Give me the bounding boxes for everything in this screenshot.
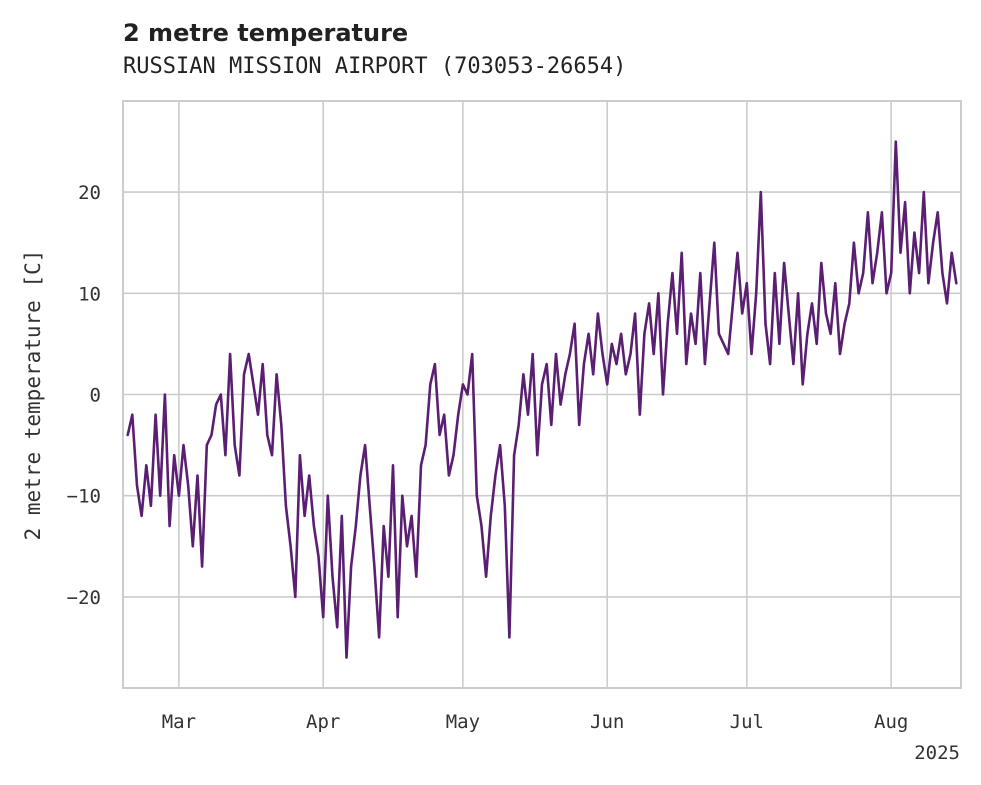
chart-title: 2 metre temperature bbox=[123, 19, 408, 47]
temperature-series-line bbox=[126, 140, 958, 659]
x-tick-label: Apr bbox=[306, 711, 340, 733]
y-tick-label: 10 bbox=[78, 283, 101, 305]
gridlines bbox=[123, 101, 961, 688]
plot-frame bbox=[122, 100, 962, 689]
x-axis-year-label: 2025 bbox=[914, 742, 960, 764]
y-tick-label: −20 bbox=[67, 587, 101, 609]
chart-subtitle: RUSSIAN MISSION AIRPORT (703053-26654) bbox=[123, 54, 626, 79]
x-tick-label: Jul bbox=[730, 711, 764, 733]
x-tick-label: Aug bbox=[874, 711, 908, 733]
tick-labels: −20 −10 0 10 20 Mar Apr May Jun Jul Aug bbox=[67, 182, 909, 733]
x-tick-label: May bbox=[446, 711, 480, 733]
y-axis-label: 2 metre temperature [C] bbox=[21, 250, 45, 541]
y-tick-label: 0 bbox=[90, 385, 101, 407]
x-tick-label: Mar bbox=[162, 711, 196, 733]
y-tick-label: 20 bbox=[78, 182, 101, 204]
series-layer bbox=[126, 140, 958, 659]
y-tick-label: −10 bbox=[67, 486, 101, 508]
x-tick-label: Jun bbox=[590, 711, 624, 733]
